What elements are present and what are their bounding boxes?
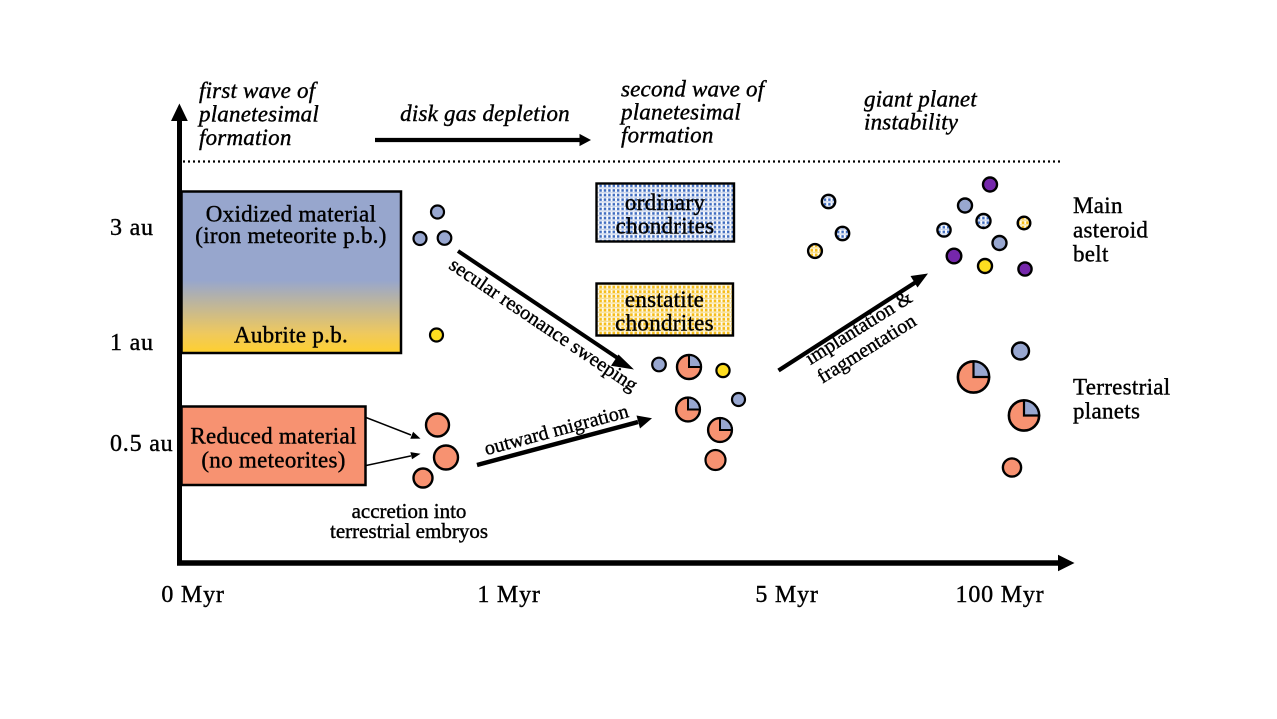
svg-text:planets: planets (1073, 399, 1140, 424)
svg-text:1 au: 1 au (110, 330, 154, 356)
svg-text:instability: instability (864, 110, 959, 135)
svg-text:ordinary: ordinary (625, 190, 706, 215)
svg-text:Aubrite p.b.: Aubrite p.b. (234, 323, 348, 348)
svg-text:1 Myr: 1 Myr (477, 582, 540, 608)
svg-text:formation: formation (621, 123, 714, 148)
svg-text:Reduced material: Reduced material (190, 424, 356, 449)
svg-text:disk gas depletion: disk gas depletion (400, 101, 570, 126)
svg-text:planetesimal: planetesimal (197, 102, 319, 127)
svg-text:first wave of: first wave of (199, 78, 319, 103)
svg-text:second wave of: second wave of (621, 77, 768, 102)
svg-text:giant planet: giant planet (864, 87, 977, 112)
svg-text:planetesimal: planetesimal (619, 100, 741, 125)
svg-text:asteroid: asteroid (1073, 218, 1148, 243)
svg-text:chondrites: chondrites (616, 214, 715, 239)
svg-text:(no meteorites): (no meteorites) (201, 448, 345, 473)
svg-text:formation: formation (199, 125, 292, 150)
svg-text:(iron meteorite p.b.): (iron meteorite p.b.) (195, 223, 387, 248)
svg-text:terrestrial embryos: terrestrial embryos (330, 519, 488, 543)
svg-text:Main: Main (1073, 193, 1123, 218)
svg-text:0 Myr: 0 Myr (161, 582, 224, 608)
svg-text:100 Myr: 100 Myr (956, 582, 1045, 608)
svg-text:3 au: 3 au (110, 215, 154, 241)
svg-text:Oxidized material: Oxidized material (206, 202, 377, 227)
svg-text:5 Myr: 5 Myr (755, 582, 818, 608)
svg-text:Terrestrial: Terrestrial (1073, 375, 1170, 400)
svg-text:belt: belt (1073, 242, 1109, 267)
svg-text:chondrites: chondrites (615, 311, 714, 336)
svg-text:enstatite: enstatite (625, 287, 704, 312)
svg-text:0.5 au: 0.5 au (110, 431, 173, 457)
svg-text:accretion into: accretion into (352, 499, 467, 523)
